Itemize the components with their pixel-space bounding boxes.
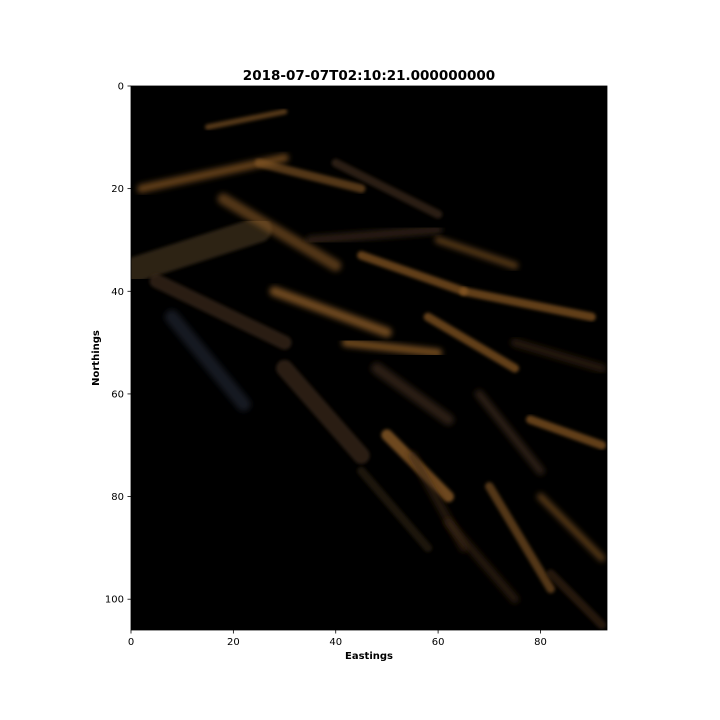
- y-tick-label: 100: [105, 595, 124, 606]
- y-tick-label: 60: [111, 389, 124, 400]
- y-axis-label: Northings: [91, 330, 102, 386]
- x-axis: 0 20 40 60 80: [128, 630, 547, 648]
- y-tick-label: 20: [111, 184, 124, 195]
- x-tick-label: 0: [128, 637, 134, 648]
- x-axis-label: Eastings: [345, 651, 393, 662]
- chart-title: 2018-07-07T02:10:21.000000000: [243, 68, 495, 84]
- x-tick-label: 40: [329, 637, 342, 648]
- plot-area: [131, 86, 607, 630]
- y-tick-label: 80: [111, 492, 124, 503]
- x-tick-label: 80: [534, 637, 547, 648]
- x-tick-label: 20: [227, 637, 240, 648]
- x-tick-label: 60: [432, 637, 445, 648]
- y-tick-label: 0: [118, 82, 124, 93]
- y-axis: 0 20 40 60 80 100: [105, 82, 131, 606]
- y-tick-label: 40: [111, 287, 124, 298]
